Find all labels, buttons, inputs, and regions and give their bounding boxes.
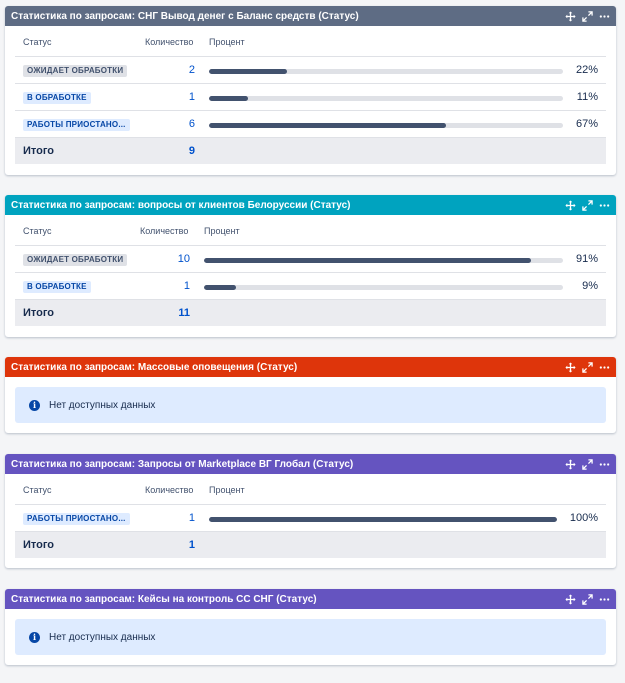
- percent-bar: [209, 517, 557, 522]
- gadget-header[interactable]: Статистика по запросам: СНГ Вывод денег …: [5, 6, 616, 26]
- count-link[interactable]: 10: [177, 253, 190, 265]
- table-row: В ОБРАБОТКЕ 1 9%: [15, 272, 606, 299]
- stats-table: Статус Количество Процент РАБОТЫ ПРИОСТА…: [15, 474, 606, 558]
- gadget-belarus-stats: Статистика по запросам: вопросы от клиен…: [5, 195, 616, 337]
- percent-bar: [209, 123, 563, 128]
- percent-bar: [209, 96, 563, 101]
- gadget-title: Статистика по запросам: вопросы от клиен…: [11, 199, 351, 211]
- status-lozenge[interactable]: РАБОТЫ ПРИОСТАНО...: [23, 513, 130, 525]
- column-count: Количество: [145, 485, 194, 495]
- gadget-title: Статистика по запросам: Запросы от Marke…: [11, 458, 354, 470]
- percent-bar: [204, 258, 563, 263]
- expand-icon[interactable]: [582, 458, 593, 470]
- column-status: Статус: [23, 37, 52, 47]
- more-icon[interactable]: [599, 362, 610, 373]
- expand-icon[interactable]: [582, 199, 593, 211]
- percent-bar-fill: [204, 258, 531, 263]
- stats-table: Статус Количество Процент ОЖИДАЕТ ОБРАБО…: [15, 26, 606, 164]
- total-count-link[interactable]: 1: [188, 539, 195, 551]
- no-data-text: Нет доступных данных: [49, 631, 156, 643]
- count-link[interactable]: 1: [188, 91, 195, 103]
- column-status: Статус: [23, 485, 52, 495]
- more-icon[interactable]: [599, 459, 610, 470]
- gadget-title: Статистика по запросам: СНГ Вывод денег …: [11, 10, 359, 22]
- status-lozenge[interactable]: В ОБРАБОТКЕ: [23, 281, 91, 293]
- total-row: Итого 9: [15, 137, 606, 164]
- move-icon[interactable]: [565, 361, 576, 373]
- stats-table: Статус Количество Процент ОЖИДАЕТ ОБРАБО…: [15, 215, 606, 326]
- expand-icon[interactable]: [582, 361, 593, 373]
- gadget-header[interactable]: Статистика по запросам: Массовые оповеще…: [5, 357, 616, 377]
- total-label: Итого: [23, 539, 55, 551]
- status-lozenge[interactable]: ОЖИДАЕТ ОБРАБОТКИ: [23, 254, 128, 266]
- total-label: Итого: [23, 145, 55, 157]
- more-icon[interactable]: [599, 11, 610, 22]
- info-icon: i: [29, 399, 40, 411]
- percent-value: 100%: [569, 512, 598, 524]
- gadget-header[interactable]: Статистика по запросам: Кейсы на контрол…: [5, 589, 616, 609]
- gadget-withdrawal-stats: Статистика по запросам: СНГ Вывод денег …: [5, 6, 616, 175]
- gadget-header[interactable]: Статистика по запросам: Запросы от Marke…: [5, 454, 616, 474]
- more-icon[interactable]: [599, 200, 610, 211]
- no-data-message: i Нет доступных данных: [15, 619, 606, 655]
- percent-value: 22%: [575, 64, 598, 76]
- table-row: РАБОТЫ ПРИОСТАНО... 1 100%: [15, 504, 606, 531]
- total-count-link[interactable]: 11: [178, 307, 190, 319]
- percent-bar-fill: [209, 517, 557, 522]
- column-count: Количество: [145, 37, 194, 47]
- column-percent: Процент: [209, 37, 245, 47]
- table-row: ОЖИДАЕТ ОБРАБОТКИ 2 22%: [15, 56, 606, 83]
- count-link[interactable]: 6: [188, 118, 195, 130]
- percent-bar: [204, 285, 563, 290]
- status-lozenge[interactable]: ОЖИДАЕТ ОБРАБОТКИ: [23, 65, 128, 77]
- percent-value: 9%: [582, 280, 598, 292]
- no-data-text: Нет доступных данных: [49, 399, 156, 411]
- percent-value: 91%: [575, 253, 598, 265]
- column-count: Количество: [140, 226, 189, 236]
- status-lozenge[interactable]: В ОБРАБОТКЕ: [23, 92, 91, 104]
- count-link[interactable]: 1: [188, 512, 195, 524]
- percent-bar-fill: [209, 96, 248, 101]
- expand-icon[interactable]: [582, 593, 593, 605]
- percent-value: 11%: [576, 91, 598, 103]
- percent-bar-fill: [209, 123, 447, 128]
- table-header: Статус Количество Процент: [15, 474, 606, 504]
- percent-bar: [209, 69, 563, 74]
- total-label: Итого: [23, 307, 55, 319]
- table-row: В ОБРАБОТКЕ 1 11%: [15, 83, 606, 110]
- column-percent: Процент: [209, 485, 245, 495]
- expand-icon[interactable]: [582, 10, 593, 22]
- info-icon: i: [29, 631, 40, 643]
- more-icon[interactable]: [599, 594, 610, 605]
- percent-bar-fill: [209, 69, 287, 74]
- total-row: Итого 1: [15, 531, 606, 558]
- gadget-marketplace-stats: Статистика по запросам: Запросы от Marke…: [5, 454, 616, 568]
- total-row: Итого 11: [15, 299, 606, 326]
- no-data-message: i Нет доступных данных: [15, 387, 606, 423]
- gadget-header[interactable]: Статистика по запросам: вопросы от клиен…: [5, 195, 616, 215]
- column-percent: Процент: [204, 226, 240, 236]
- count-link[interactable]: 2: [188, 64, 195, 76]
- move-icon[interactable]: [565, 458, 576, 470]
- gadget-control-cases-stats: Статистика по запросам: Кейсы на контрол…: [5, 589, 616, 665]
- table-header: Статус Количество Процент: [15, 26, 606, 56]
- table-row: ОЖИДАЕТ ОБРАБОТКИ 10 91%: [15, 245, 606, 272]
- gadget-title: Статистика по запросам: Кейсы на контрол…: [11, 593, 317, 605]
- count-link[interactable]: 1: [183, 280, 190, 292]
- table-header: Статус Количество Процент: [15, 215, 606, 245]
- move-icon[interactable]: [565, 593, 576, 605]
- column-status: Статус: [23, 226, 52, 236]
- percent-value: 67%: [575, 118, 598, 130]
- gadget-mass-notifications-stats: Статистика по запросам: Массовые оповеще…: [5, 357, 616, 433]
- move-icon[interactable]: [565, 10, 576, 22]
- table-row: РАБОТЫ ПРИОСТАНО... 6 67%: [15, 110, 606, 137]
- move-icon[interactable]: [565, 199, 576, 211]
- status-lozenge[interactable]: РАБОТЫ ПРИОСТАНО...: [23, 119, 130, 131]
- gadget-title: Статистика по запросам: Массовые оповеще…: [11, 361, 298, 373]
- percent-bar-fill: [204, 285, 237, 290]
- total-count-link[interactable]: 9: [188, 145, 195, 157]
